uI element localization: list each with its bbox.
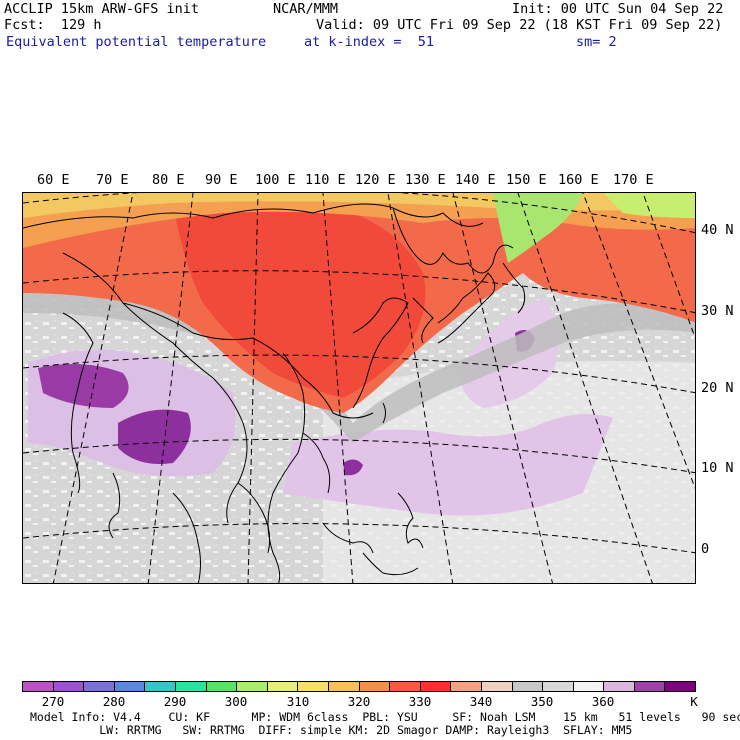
colorbar-swatch — [53, 682, 85, 691]
model-info-line1: Model Info: V4.4 CU: KF MP: WDM 6class P… — [30, 710, 740, 724]
lon-label: 120 E — [355, 172, 396, 188]
colorbar-swatch — [328, 682, 360, 691]
colorbar-swatch — [175, 682, 207, 691]
lat-label: 30 N — [701, 303, 734, 319]
colorbar-tick-label: 350 — [530, 694, 554, 709]
colorbar-swatch — [298, 682, 329, 691]
lon-label: 130 E — [405, 172, 446, 188]
dark-purple-core — [343, 459, 363, 476]
colorbar-tick-label: 270 — [41, 694, 65, 709]
colorbar-swatch — [390, 682, 421, 691]
lat-label: 40 N — [701, 222, 734, 238]
forecast-hour: Fcst: 129 h — [4, 17, 102, 33]
cool-tongue — [603, 193, 695, 218]
light-purple-region — [283, 414, 613, 516]
colorbar-swatch — [420, 682, 452, 691]
colorbar-tick-label: 310 — [286, 694, 310, 709]
lon-label: 70 E — [96, 172, 129, 188]
colorbar-tick-label: 360 — [591, 694, 615, 709]
lon-label: 110 E — [305, 172, 346, 188]
lat-label: 0 — [701, 541, 710, 557]
colorbar-swatch — [604, 682, 635, 691]
lat-label: 10 N — [701, 460, 734, 476]
colorbar-swatch — [237, 682, 268, 691]
lon-label: 160 E — [558, 172, 599, 188]
colorbar-tick-label: 280 — [102, 694, 126, 709]
colorbar-swatch — [23, 682, 54, 691]
graticule — [23, 193, 695, 583]
colorbar-swatch — [481, 682, 513, 691]
dark-purple-core — [38, 364, 129, 408]
model-title: ACCLIP 15km ARW-GFS init — [4, 1, 200, 17]
colorbar-swatch — [267, 682, 299, 691]
coastlines — [23, 203, 526, 583]
colorbar-unit: K — [690, 694, 698, 709]
colorbar-swatch — [359, 682, 391, 691]
field-name: Equivalent potential temperature — [6, 34, 267, 50]
colorbar-swatch — [543, 682, 574, 691]
lon-label: 100 E — [255, 172, 296, 188]
lon-label: 60 E — [37, 172, 70, 188]
colorbar-tick-label: 340 — [469, 694, 493, 709]
colorbar-swatch — [573, 682, 605, 691]
lat-label: 20 N — [701, 380, 734, 396]
map-panel — [22, 192, 696, 584]
lon-label: 170 E — [613, 172, 654, 188]
model-info-line2: LW: RRTMG SW: RRTMG DIFF: simple KM: 2D … — [30, 723, 633, 737]
init-time: Init: 00 UTC Sun 04 Sep 22 — [512, 1, 724, 17]
colorbar-swatch — [634, 682, 666, 691]
lon-label: 150 E — [506, 172, 547, 188]
colorbar-swatch — [84, 682, 115, 691]
lon-label: 80 E — [152, 172, 185, 188]
colorbar-tick-label: 330 — [408, 694, 432, 709]
colorbar-swatch — [206, 682, 238, 691]
colorbar-tick-label: 290 — [163, 694, 187, 709]
colorbar-swatch — [665, 682, 696, 691]
colorbar-tick-label: 300 — [224, 694, 248, 709]
warm-core — [173, 199, 426, 398]
cool-tongue — [493, 193, 583, 263]
colorbar — [22, 681, 696, 692]
dark-purple-core — [118, 409, 191, 464]
lon-label: 90 E — [205, 172, 238, 188]
smoothing-label: sm= 2 — [576, 34, 617, 50]
organization-label: NCAR/MMM — [273, 1, 339, 17]
colorbar-tick-label: 320 — [347, 694, 371, 709]
colorbar-swatch — [114, 682, 146, 691]
lon-label: 140 E — [455, 172, 496, 188]
theta-e-field — [23, 193, 695, 583]
colorbar-swatch — [512, 682, 544, 691]
colorbar-swatch — [451, 682, 482, 691]
valid-time: Valid: 09 UTC Fri 09 Sep 22 (18 KST Fri … — [316, 17, 723, 33]
colorbar-swatch — [145, 682, 176, 691]
level-index: at k-index = 51 — [304, 34, 435, 50]
